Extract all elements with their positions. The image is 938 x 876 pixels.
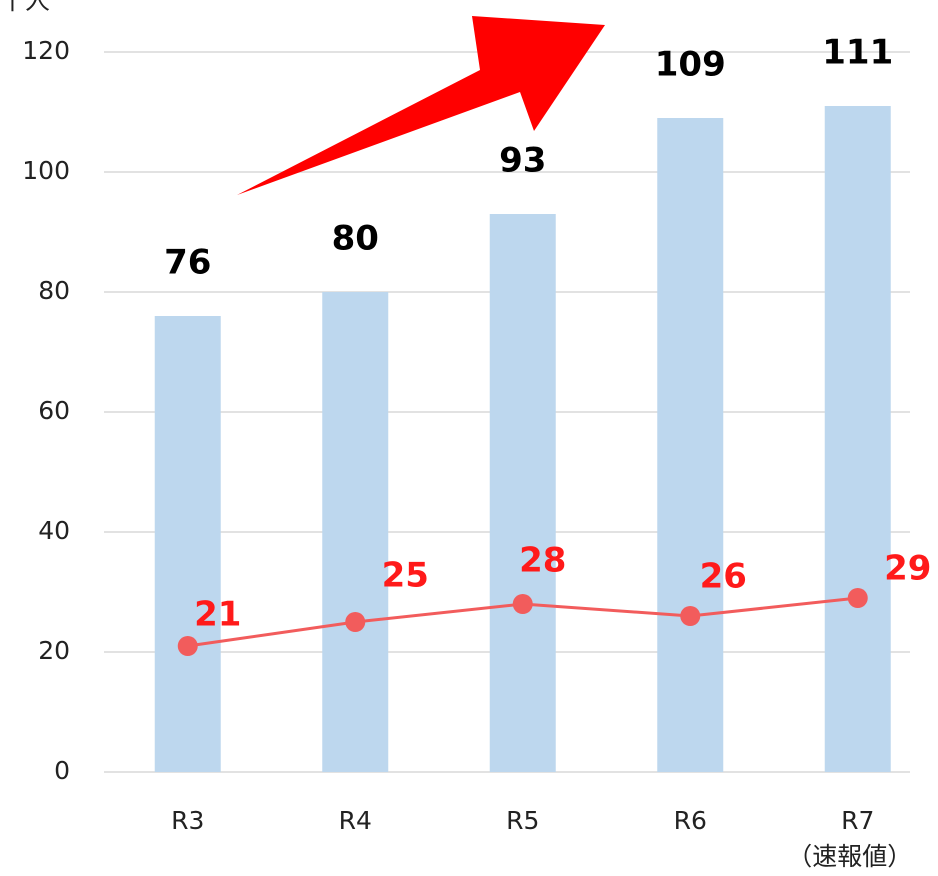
x-tick-label: R6 [674, 806, 707, 835]
line-point [847, 588, 868, 608]
y-tick-label: 100 [22, 156, 70, 185]
line-point [345, 612, 366, 632]
y-tick-label: 20 [38, 636, 70, 665]
bar [657, 118, 724, 772]
bar [824, 106, 891, 772]
line-point [512, 594, 533, 614]
line-label: 25 [382, 556, 429, 596]
y-axis-label: 千人 [0, 0, 50, 15]
bar-label: 76 [164, 243, 211, 283]
line-label: 29 [884, 549, 931, 589]
line-label: 28 [519, 541, 566, 581]
bar-label: 111 [822, 33, 893, 73]
x-tick-label: R4 [339, 806, 372, 835]
y-tick-label: 40 [38, 516, 70, 545]
line-point [680, 606, 701, 626]
line-label: 26 [700, 557, 747, 597]
bar [154, 316, 221, 772]
bar-label: 93 [499, 141, 546, 181]
trend-arrow [237, 16, 605, 195]
bar [489, 214, 556, 772]
x-tick-note: （速報値） [787, 842, 912, 871]
x-tick-label: R5 [506, 806, 539, 835]
y-tick-label: 60 [38, 396, 70, 425]
bar [322, 292, 389, 772]
x-tick-label: R3 [171, 806, 204, 835]
y-tick-label: 0 [54, 756, 70, 785]
bar-label: 80 [332, 219, 379, 259]
x-tick-label: R7 [841, 806, 874, 835]
bar-label: 109 [655, 45, 726, 85]
line-point [177, 636, 198, 656]
y-tick-label: 120 [22, 36, 70, 65]
line-label: 21 [194, 595, 241, 635]
y-tick-label: 80 [38, 276, 70, 305]
